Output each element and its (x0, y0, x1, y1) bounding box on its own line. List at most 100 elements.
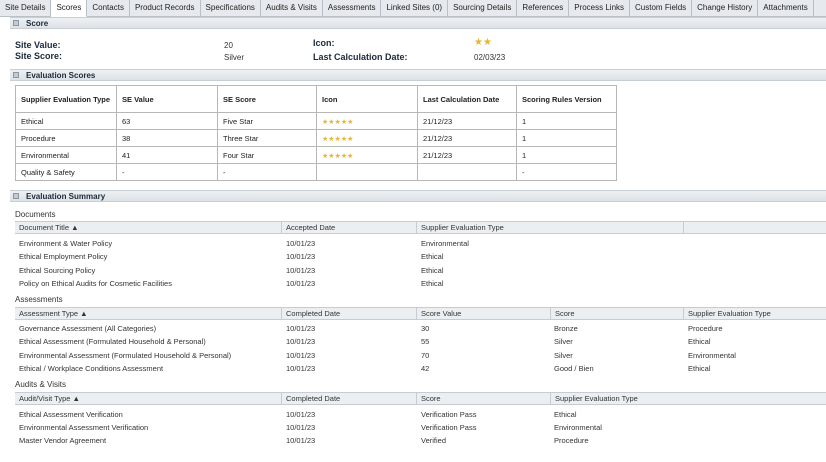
last-calc-label: Last Calculation Date: (313, 52, 408, 62)
site-value: 20 (224, 41, 233, 50)
eval-type: Procedure (15, 129, 117, 147)
tab-sourcing-details[interactable]: Sourcing Details (448, 0, 518, 17)
document-title[interactable]: Environment & Water Policy (19, 239, 113, 248)
audit-visit-type[interactable]: Master Vendor Agreement (19, 436, 107, 445)
collapse-toggle-icon[interactable] (13, 193, 19, 199)
calc-date (417, 163, 517, 181)
score-value: 42 (421, 364, 430, 373)
se-score: Three Star (217, 129, 317, 147)
document-title[interactable]: Ethical Employment Policy (19, 252, 108, 261)
site-value-label: Site Value: (15, 40, 61, 50)
evaluation-summary-header[interactable]: Evaluation Summary (10, 190, 826, 202)
rules-version: 1 (516, 112, 617, 130)
stars-filled: ★★★★★ (322, 118, 354, 126)
column-supplier-evaluation-type[interactable]: Supplier Evaluation Type (417, 222, 684, 234)
column-score[interactable]: Score (417, 393, 551, 405)
score: Silver (554, 337, 573, 346)
assessments-heading: Assessments (15, 295, 63, 304)
star-rating-icon (316, 163, 418, 181)
column-header: SE Score (217, 85, 317, 113)
sort-column-document-title[interactable]: Document Title ▲ (15, 222, 282, 234)
column-supplier-evaluation-type[interactable]: Supplier Evaluation Type (555, 394, 638, 403)
evaluation-type: Ethical (421, 266, 444, 275)
tab-assessments[interactable]: Assessments (323, 0, 382, 17)
evaluation-type: Ethical (554, 410, 577, 419)
tab-contacts[interactable]: Contacts (87, 0, 130, 17)
assessment-type[interactable]: Governance Assessment (All Categories) (19, 324, 157, 333)
accepted-date: 10/01/23 (286, 266, 316, 275)
evaluation-type: Ethical (421, 252, 444, 261)
score-section-header[interactable]: Score (10, 17, 826, 29)
assessment-type[interactable]: Ethical Assessment (Formulated Household… (19, 337, 206, 346)
completed-date: 10/01/23 (286, 337, 316, 346)
column-empty (684, 222, 826, 234)
tab-site-details[interactable]: Site Details (0, 0, 52, 17)
tab-scores[interactable]: Scores (51, 0, 88, 17)
column-completed-date[interactable]: Completed Date (282, 393, 417, 405)
evaluation-type: Ethical (688, 337, 711, 346)
completed-date: 10/01/23 (286, 410, 316, 419)
se-score: Four Star (217, 146, 317, 164)
score: Verification Pass (421, 410, 477, 419)
column-accepted-date[interactable]: Accepted Date (282, 222, 417, 234)
evaluation-scores-header[interactable]: Evaluation Scores (10, 69, 826, 81)
rules-version: 1 (516, 146, 617, 164)
se-value: 38 (116, 129, 218, 147)
tab-custom-fields[interactable]: Custom Fields (630, 0, 693, 17)
accepted-date: 10/01/23 (286, 252, 316, 261)
tab-linked-sites[interactable]: Linked Sites (0) (381, 0, 449, 17)
accepted-date: 10/01/23 (286, 279, 316, 288)
score: Silver (554, 351, 573, 360)
score-value: 70 (421, 351, 430, 360)
assessment-type[interactable]: Ethical / Workplace Conditions Assessmen… (19, 364, 164, 373)
completed-date: 10/01/23 (286, 436, 316, 445)
evaluation-type: Environmental (554, 423, 602, 432)
section-title: Evaluation Summary (26, 191, 106, 201)
tab-process-links[interactable]: Process Links (569, 0, 631, 17)
eval-type: Environmental (15, 146, 117, 164)
audits-visits-heading: Audits & Visits (15, 380, 66, 389)
section-title: Evaluation Scores (26, 70, 96, 80)
assessments-grid-header: Assessment Type ▲ Completed Date Score V… (15, 307, 826, 320)
last-calc-date: 02/03/23 (474, 53, 506, 62)
audit-visit-type[interactable]: Environmental Assessment Verification (19, 423, 149, 432)
documents-heading: Documents (15, 210, 56, 219)
assessment-type[interactable]: Environmental Assessment (Formulated Hou… (19, 351, 232, 360)
evaluation-type: Procedure (554, 436, 589, 445)
site-score-label: Site Score: (15, 51, 63, 61)
audit-visit-type[interactable]: Ethical Assessment Verification (19, 410, 123, 419)
stars-filled: ★★★★ (322, 152, 348, 160)
eval-type: Quality & Safety (15, 163, 117, 181)
table-row: Ethical 63 Five Star ★★★★★ 21/12/23 1 (15, 112, 617, 130)
evaluation-type: Environmental (688, 351, 736, 360)
evaluation-scores-table: Supplier Evaluation Type SE Value SE Sco… (15, 85, 617, 181)
tab-specifications[interactable]: Specifications (201, 0, 261, 17)
tab-references[interactable]: References (517, 0, 570, 17)
se-value: 41 (116, 146, 218, 164)
column-supplier-evaluation-type[interactable]: Supplier Evaluation Type (688, 309, 771, 318)
column-header: Icon (316, 85, 418, 113)
column-header: Last Calculation Date (417, 85, 517, 113)
column-header: Supplier Evaluation Type (15, 85, 117, 113)
stars-empty: ★ (347, 152, 354, 160)
tab-audits-visits[interactable]: Audits & Visits (261, 0, 323, 17)
evaluation-type: Procedure (688, 324, 723, 333)
document-title[interactable]: Ethical Sourcing Policy (19, 266, 96, 275)
document-title[interactable]: Policy on Ethical Audits for Cosmetic Fa… (19, 279, 172, 288)
tab-product-records[interactable]: Product Records (130, 0, 201, 17)
audits-grid-header: Audit/Visit Type ▲ Completed Date Score … (15, 392, 826, 405)
sort-column-assessment-type[interactable]: Assessment Type ▲ (15, 308, 282, 320)
collapse-toggle-icon[interactable] (13, 20, 19, 26)
accepted-date: 10/01/23 (286, 239, 316, 248)
column-score-value[interactable]: Score Value (417, 308, 551, 320)
collapse-toggle-icon[interactable] (13, 72, 19, 78)
sort-column-audit-visit-type[interactable]: Audit/Visit Type ▲ (15, 393, 282, 405)
evaluation-type: Ethical (688, 364, 711, 373)
score: Bronze (554, 324, 578, 333)
completed-date: 10/01/23 (286, 423, 316, 432)
tab-change-history[interactable]: Change History (692, 0, 759, 17)
tab-bar: Site Details Scores Contacts Product Rec… (0, 0, 826, 17)
column-completed-date[interactable]: Completed Date (282, 308, 417, 320)
tab-attachments[interactable]: Attachments (758, 0, 814, 17)
column-score[interactable]: Score (551, 308, 684, 320)
